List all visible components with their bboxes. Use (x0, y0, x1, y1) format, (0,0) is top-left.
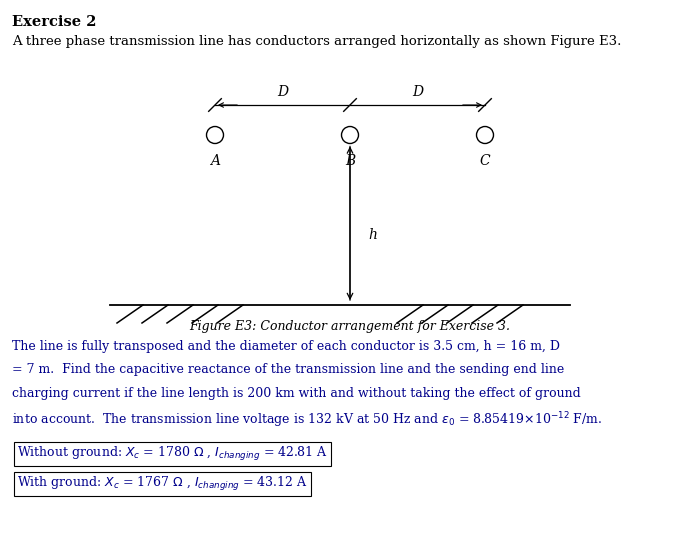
Text: Without ground: $X_c$ = 1780 $\Omega$ , $I_{changing}$ = 42.81 A: Without ground: $X_c$ = 1780 $\Omega$ , … (17, 445, 328, 463)
Text: charging current if the line length is 200 km with and without taking the effect: charging current if the line length is 2… (12, 387, 581, 400)
Text: into account.  The transmission line voltage is 132 kV at 50 Hz and $\varepsilon: into account. The transmission line volt… (12, 410, 603, 430)
Text: D: D (277, 85, 288, 99)
Text: Figure E3: Conductor arrangement for Exercise 3.: Figure E3: Conductor arrangement for Exe… (190, 320, 510, 333)
Text: With ground: $X_c$ = 1767 $\Omega$ , $I_{changing}$ = 43.12 A: With ground: $X_c$ = 1767 $\Omega$ , $I_… (17, 475, 308, 493)
Text: D: D (412, 85, 423, 99)
Text: h: h (368, 228, 377, 242)
Text: C: C (480, 154, 490, 168)
Text: = 7 m.  Find the capacitive reactance of the transmission line and the sending e: = 7 m. Find the capacitive reactance of … (12, 363, 564, 376)
Text: A: A (210, 154, 220, 168)
Text: A three phase transmission line has conductors arranged horizontally as shown Fi: A three phase transmission line has cond… (12, 35, 622, 48)
Text: B: B (345, 154, 355, 168)
Text: Exercise 2: Exercise 2 (12, 15, 97, 29)
Text: The line is fully transposed and the diameter of each conductor is 3.5 cm, h = 1: The line is fully transposed and the dia… (12, 340, 560, 353)
